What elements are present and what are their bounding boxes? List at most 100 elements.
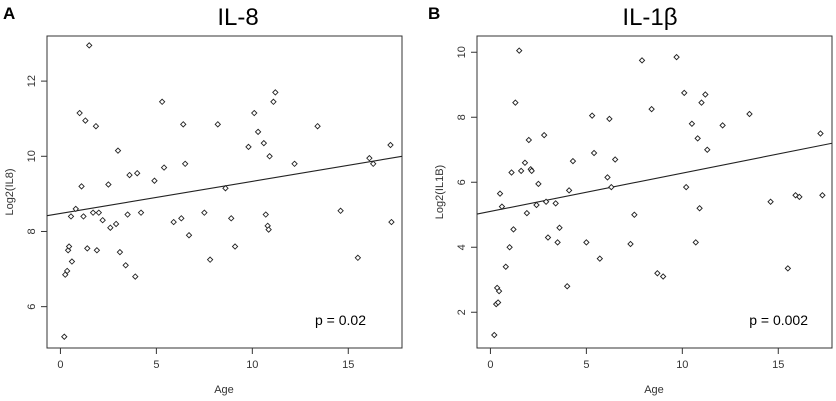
panel-a-data-point (63, 267, 71, 275)
panel-a-data-point (67, 213, 75, 220)
panel-a-x-label: Age (214, 384, 234, 396)
panel-a-points (61, 42, 395, 340)
panel-b-p-value: p = 0.002 (749, 312, 808, 328)
panel-a-data-point (116, 248, 124, 256)
panel-b-data-point (681, 89, 688, 97)
panel-a-data-point (178, 215, 185, 222)
panel-b-x-axis: 0 5 10 15 (487, 348, 784, 371)
panel-b-data-point (819, 192, 826, 199)
panel-b-data-point (525, 136, 533, 144)
panel-a-data-point (105, 181, 112, 188)
panel-a-data-point (206, 256, 214, 263)
panel-b-data-point (604, 174, 611, 181)
panel-b-y-tick-label: 8 (456, 114, 468, 120)
panel-b-data-point (540, 131, 548, 139)
panel-b-data-point (494, 299, 502, 306)
panel-b-title: IL-1β (622, 4, 677, 31)
panel-a-data-point (266, 153, 273, 160)
panel-a-data-point (354, 254, 362, 262)
panel-a-data-point (80, 213, 87, 220)
panel-a-data-point (114, 147, 122, 154)
panel-b-data-point (719, 122, 726, 129)
panel-b-data-point (590, 149, 598, 157)
panel-b-data-point (583, 239, 590, 246)
panel-b-x-tick-label: 5 (583, 359, 589, 371)
panel-b-data-point (515, 47, 523, 54)
panel-b-data-point (496, 190, 504, 197)
panel-b-data-point (508, 169, 515, 176)
panel-b-data-point (544, 234, 552, 241)
panel-b-data-point (659, 273, 667, 280)
panel-a-x-tick-label: 5 (153, 359, 159, 371)
panel-a-data-point (65, 243, 73, 250)
panel-b-data-point (688, 120, 696, 127)
panel-a-x-tick-label: 0 (57, 359, 63, 371)
panel-a-data-point (151, 177, 158, 184)
panel-b-letter: B (428, 4, 440, 23)
panel-a: A IL-8 0 5 10 15 6 8 10 12 p = 0.02 Age Log2(I… (3, 4, 403, 396)
panel-a-data-point (245, 143, 252, 151)
panel-b-data-point (495, 287, 503, 295)
panel-a-data-point (160, 164, 168, 171)
panel-b-data-point (704, 146, 711, 153)
panel-b-data-point (565, 187, 573, 194)
panel-b-data-point (648, 105, 655, 113)
panel-a-x-tick-label: 10 (246, 359, 258, 371)
panel-b-x-tick-label: 0 (487, 359, 493, 371)
panel-b-data-point (702, 91, 709, 98)
panel-b-points (491, 47, 826, 339)
panel-a-data-point (82, 117, 89, 124)
panel-a-data-point (132, 273, 139, 280)
panel-b-data-point (654, 270, 661, 277)
panel-a-data-point (222, 185, 229, 192)
panel-a-data-point (64, 247, 72, 254)
panel-a-data-point (231, 243, 239, 250)
panel-a-data-point (291, 160, 298, 168)
panel-a-title: IL-8 (217, 4, 258, 31)
panel-b-data-point (692, 239, 699, 246)
panel-b-data-point (517, 167, 525, 175)
panel-b-x-label: Age (644, 384, 664, 396)
panel-a-data-point (260, 139, 268, 147)
panel-b-data-point (588, 112, 596, 119)
panel-b-x-tick-label: 15 (772, 359, 784, 371)
panel-a-data-point (201, 209, 208, 216)
panel-b-data-point (533, 201, 540, 209)
panel-a-data-point (272, 89, 279, 96)
panel-a-data-point (68, 258, 76, 265)
panel-b-y-label: Log2(IL1B) (434, 165, 446, 219)
panel-b-data-point (746, 110, 753, 118)
panel-b-data-point (556, 224, 563, 231)
panel-b-data-point (608, 183, 615, 191)
panel-b-data-point (542, 198, 550, 205)
panel-a-letter: A (3, 4, 15, 23)
panel-b-data-point (817, 130, 824, 137)
panel-a-x-axis: 0 5 10 15 (57, 348, 354, 371)
panel-b-data-point (792, 192, 799, 199)
panel-a-data-point (137, 209, 145, 216)
panel-b-regression-line (476, 142, 833, 215)
panel-b-data-point (554, 239, 561, 246)
panel-a-data-point (84, 245, 91, 252)
panel-a-data-point (76, 109, 83, 117)
panel-a-data-point (93, 247, 101, 254)
panel-a-data-point (124, 211, 131, 218)
panel-a-y-label: Log2(IL8) (4, 168, 16, 215)
panel-b-data-point (784, 265, 792, 272)
panel-a-y-tick-label: 8 (26, 228, 38, 234)
panel-b-data-point (491, 331, 498, 339)
panel-a-data-point (181, 160, 189, 168)
panel-b-data-point (796, 193, 803, 201)
panel-b-data-point (502, 263, 510, 270)
panel-a-data-point (251, 109, 258, 117)
panel-a-data-point (366, 154, 373, 162)
panel-a-data-point (337, 207, 344, 215)
panel-b-data-point (698, 99, 705, 106)
panel-a-data-point (61, 333, 68, 340)
panel-b-data-point (563, 283, 571, 290)
panel-a-data-point (99, 216, 106, 224)
panel-a-data-point (107, 224, 114, 231)
panel-b-data-point (552, 200, 559, 207)
panel-b-data-point (535, 180, 542, 188)
